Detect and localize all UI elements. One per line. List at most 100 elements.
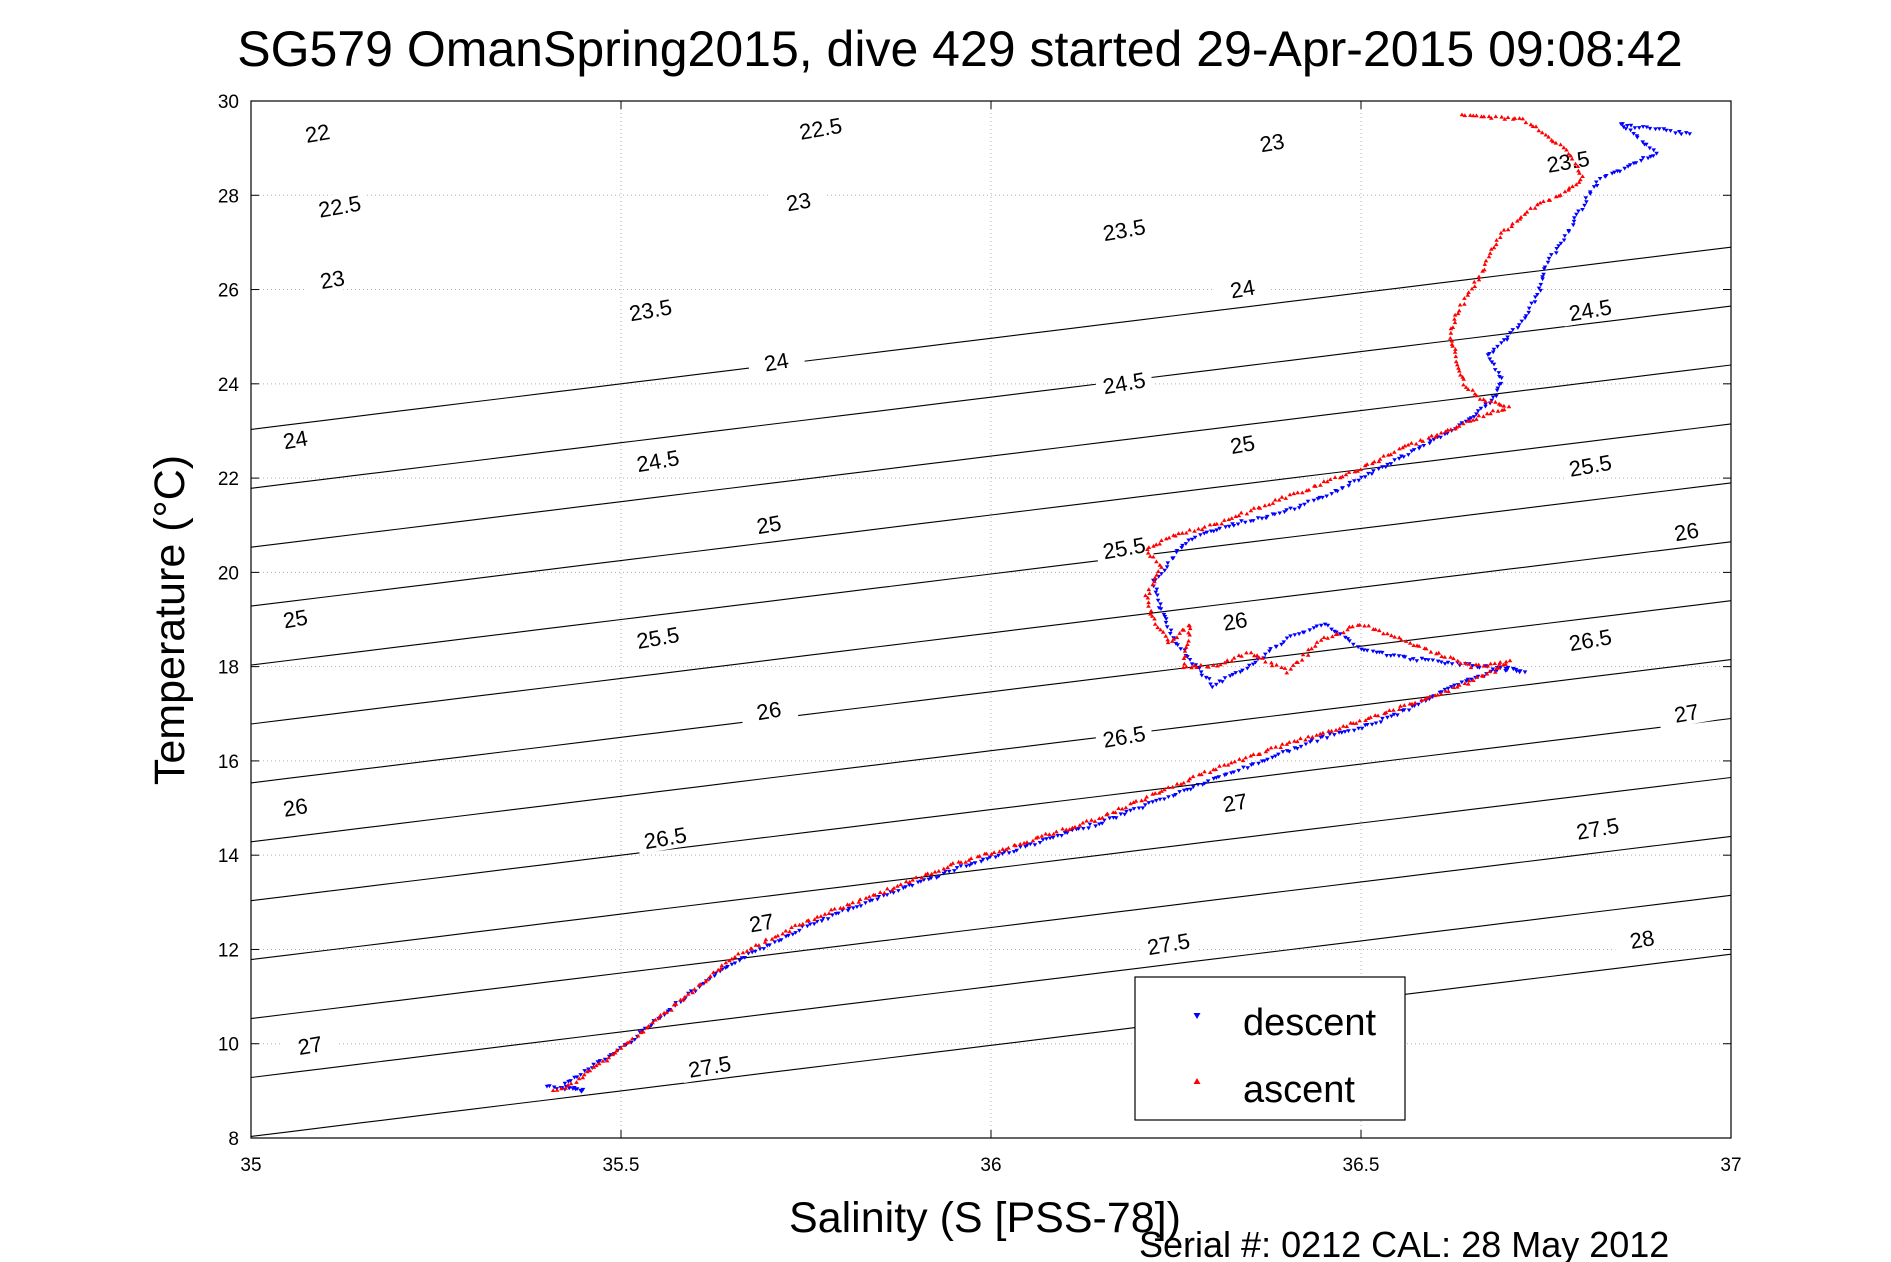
descent-point (1427, 441, 1432, 446)
ascent-point (698, 982, 703, 986)
descent-point (1535, 293, 1540, 297)
descent-point (1231, 524, 1237, 528)
y-tick-label: 22 (218, 469, 239, 490)
descent-point (1466, 417, 1472, 422)
legend-ascent-marker (1193, 1078, 1201, 1084)
descent-point (1478, 406, 1484, 411)
ascent-point (1428, 649, 1434, 654)
ascent-point (1313, 643, 1318, 648)
descent-point (1307, 628, 1313, 633)
density-contour-28 (250, 953, 1732, 1137)
ascent-point (1458, 661, 1463, 665)
descent-point (1634, 134, 1640, 138)
descent-point (1504, 338, 1510, 342)
ascent-point (1300, 652, 1306, 657)
ascent-point (1426, 435, 1432, 440)
descent-point (1483, 402, 1488, 407)
contour-label-text: 27.5 (1574, 813, 1621, 845)
ascent-point (1463, 661, 1468, 665)
descent-point (568, 1079, 573, 1083)
density-contour-26 (250, 717, 1732, 902)
descent-point (1162, 797, 1167, 802)
descent-point (1189, 662, 1195, 667)
contour-label-bg (302, 262, 362, 296)
ascent-point (1477, 397, 1483, 401)
y-tick-label: 20 (218, 563, 239, 584)
ascent-point (1231, 655, 1237, 660)
descent-point (1231, 770, 1237, 775)
ascent-point (1451, 685, 1456, 689)
ascent-point (1199, 527, 1205, 532)
descent-point (918, 879, 924, 884)
ascent-point (1523, 120, 1529, 125)
descent-point (1214, 776, 1219, 780)
descent-point (767, 943, 772, 948)
descent-point (1499, 376, 1504, 381)
ascent-point (863, 895, 869, 900)
contour-label-bg (1560, 448, 1620, 482)
ascent-point (1159, 789, 1164, 793)
ascent-point (1451, 656, 1456, 661)
density-contour-27-5 (250, 894, 1732, 1079)
ascent-point (1371, 627, 1376, 631)
x-tick-label: 36 (980, 1155, 1001, 1176)
ascent-point (1347, 624, 1352, 629)
descent-point (1255, 516, 1261, 521)
descent-point (1651, 154, 1656, 158)
ascent-point (1456, 308, 1462, 313)
ascent-point (1017, 841, 1023, 846)
ascent-point (1262, 503, 1268, 508)
ascent-point (1558, 142, 1563, 147)
ascent-point (1494, 238, 1499, 242)
ascent-point (1123, 805, 1129, 810)
ascent-point (1170, 639, 1175, 643)
descent-point (1490, 350, 1496, 355)
descent-point (1245, 666, 1250, 671)
descent-point (1107, 816, 1112, 821)
contour-label: 24 (265, 422, 325, 457)
ascent-point (812, 917, 817, 922)
descent-point (987, 855, 993, 860)
contour-label: 24 (746, 344, 806, 379)
descent-point (1498, 381, 1504, 386)
descent-point (1302, 502, 1307, 507)
descent-point (1494, 388, 1500, 393)
ascent-point (950, 861, 956, 865)
contour-label-text: 23 (784, 187, 812, 216)
ascent-point (1533, 124, 1539, 129)
ascent-point (1257, 751, 1263, 756)
contour-label-bg (739, 507, 799, 541)
ascent-point (1501, 407, 1507, 412)
ascent-point (1346, 470, 1352, 474)
descent-point (869, 898, 875, 903)
density-contour-22 (250, 246, 1732, 430)
descent-point (1233, 671, 1238, 675)
descent-point (1536, 286, 1542, 291)
descent-point (1006, 851, 1012, 856)
ascent-point (1397, 635, 1402, 640)
descent-point (1191, 785, 1196, 789)
ascent-point (1489, 247, 1494, 251)
ascent-point (685, 992, 691, 996)
contour-label: 25 (739, 507, 799, 541)
ascent-point (1520, 116, 1526, 121)
ascent-point (1232, 759, 1237, 764)
series-ascent (550, 112, 1585, 1092)
ascent-point (1413, 441, 1419, 446)
descent-point (1636, 126, 1642, 130)
ascent-point (1350, 624, 1355, 629)
contour-label-text: 26 (281, 793, 309, 822)
ascent-point (762, 940, 768, 944)
descent-point (1268, 647, 1273, 651)
ascent-point (1306, 647, 1311, 652)
descent-point (1471, 415, 1477, 419)
ascent-point (1269, 663, 1275, 668)
descent-point (1284, 508, 1289, 512)
ascent-point (682, 994, 688, 999)
contour-label-bg (1560, 623, 1620, 657)
ascent-point (1480, 674, 1486, 678)
descent-point (1199, 673, 1205, 678)
ascent-point (1405, 442, 1411, 447)
ascent-point (1269, 660, 1274, 665)
descent-point (1505, 335, 1510, 340)
